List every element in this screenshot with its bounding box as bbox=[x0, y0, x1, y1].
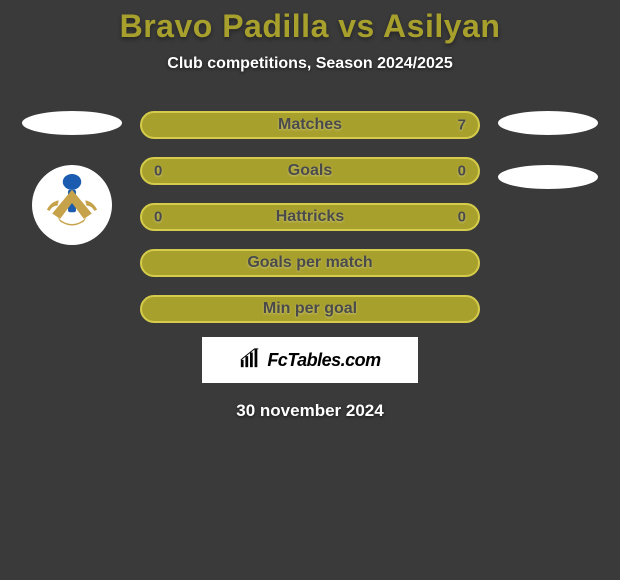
left-player-placeholder bbox=[22, 111, 122, 135]
stat-label: Goals bbox=[288, 162, 332, 180]
main-layout: Matches 7 0 Goals 0 0 Hattricks 0 Goals … bbox=[0, 111, 620, 323]
stat-row-min-per-goal: Min per goal bbox=[140, 295, 480, 323]
team-badge-left bbox=[32, 165, 112, 245]
stat-label: Matches bbox=[278, 116, 342, 134]
stat-label: Min per goal bbox=[263, 300, 357, 318]
stat-row-matches: Matches 7 bbox=[140, 111, 480, 139]
page-subtitle: Club competitions, Season 2024/2025 bbox=[0, 55, 620, 73]
stat-right-value: 0 bbox=[458, 163, 466, 180]
stat-right-value: 0 bbox=[458, 209, 466, 226]
stat-label: Hattricks bbox=[276, 208, 344, 226]
brand-attribution[interactable]: FcTables.com bbox=[202, 337, 418, 383]
club-emblem-icon bbox=[39, 170, 105, 241]
brand-text: FcTables.com bbox=[267, 350, 380, 371]
right-side bbox=[498, 111, 598, 323]
right-player-placeholder bbox=[498, 111, 598, 135]
stat-label: Goals per match bbox=[247, 254, 372, 272]
stat-left-value: 0 bbox=[154, 209, 162, 226]
bar-chart-icon bbox=[239, 347, 261, 374]
left-side bbox=[22, 111, 122, 323]
footer-date: 30 november 2024 bbox=[0, 401, 620, 421]
right-team-placeholder bbox=[498, 165, 598, 189]
stat-row-hattricks: 0 Hattricks 0 bbox=[140, 203, 480, 231]
stat-left-value: 0 bbox=[154, 163, 162, 180]
page-title: Bravo Padilla vs Asilyan bbox=[0, 8, 620, 45]
stat-right-value: 7 bbox=[458, 117, 466, 134]
stats-panel: Matches 7 0 Goals 0 0 Hattricks 0 Goals … bbox=[140, 111, 480, 323]
stat-row-goals: 0 Goals 0 bbox=[140, 157, 480, 185]
stat-row-goals-per-match: Goals per match bbox=[140, 249, 480, 277]
root: Bravo Padilla vs Asilyan Club competitio… bbox=[0, 0, 620, 421]
